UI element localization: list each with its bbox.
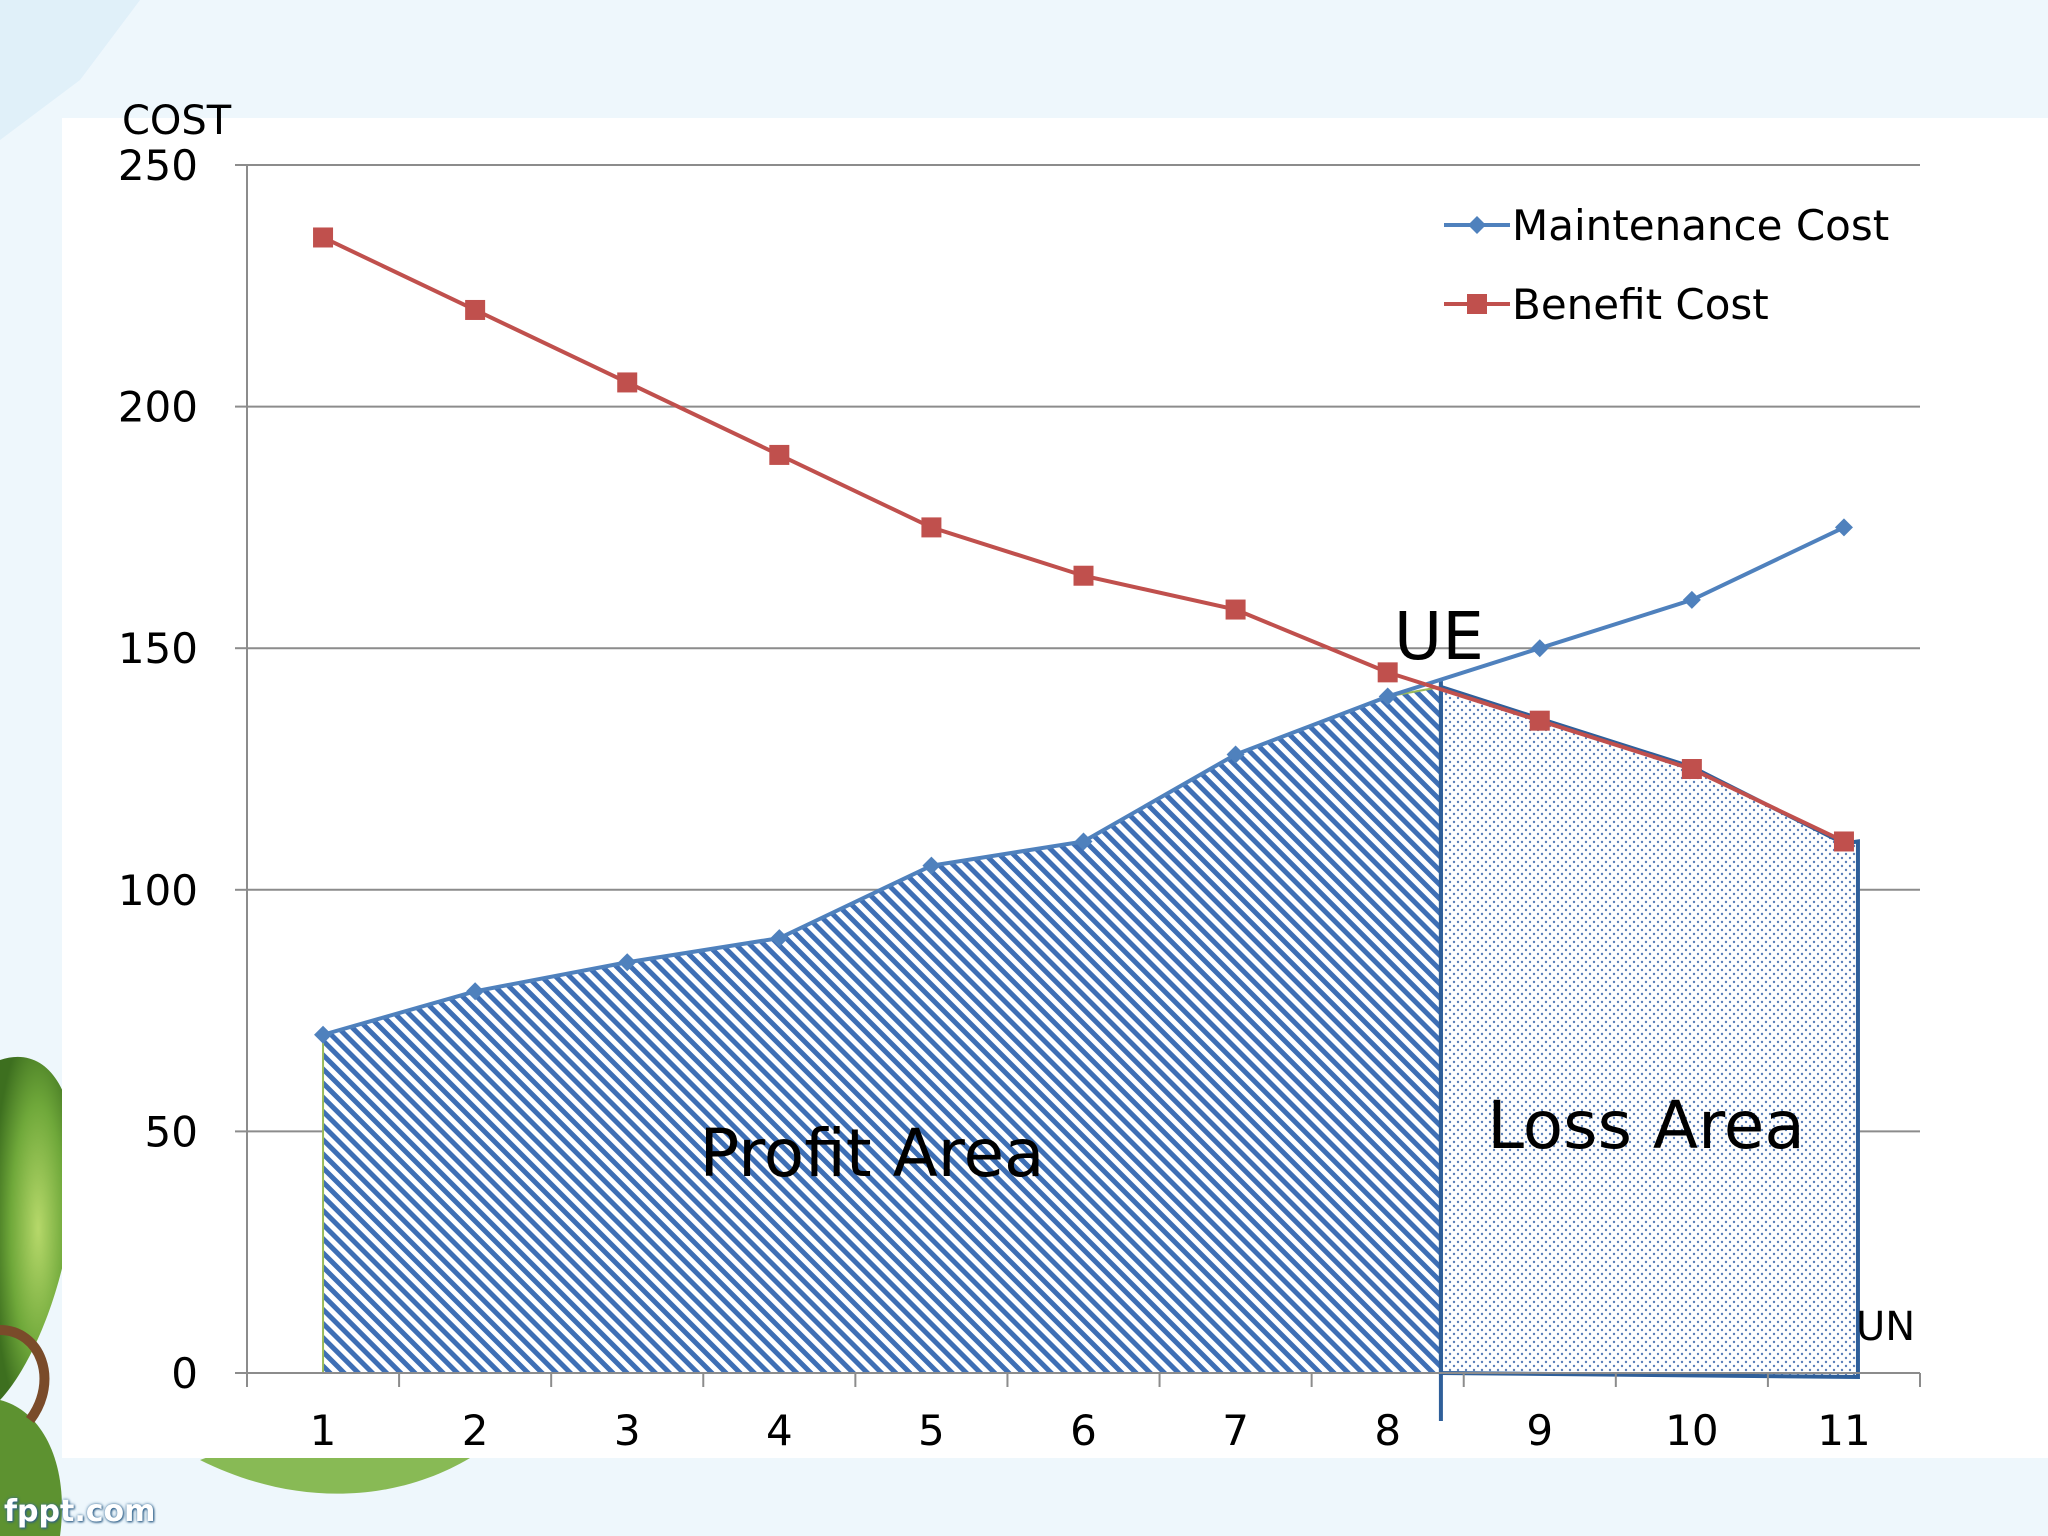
x-tick-label: 10 [1665, 1406, 1718, 1455]
y-tick-label: 200 [118, 383, 198, 432]
benefit-cost-point [313, 227, 334, 248]
maintenance-cost-point [618, 953, 637, 972]
loss-area-shading [1438, 684, 1860, 1380]
un-label: UN [1856, 1304, 1915, 1350]
x-tick-label: 6 [1070, 1406, 1097, 1455]
maintenance-cost-point [922, 856, 941, 875]
y-axis-title: COST [122, 98, 232, 144]
benefit-cost-point [1073, 565, 1094, 586]
benefit-cost-point [465, 299, 486, 320]
y-tick-label: 150 [118, 624, 198, 673]
loss-area-label: Loss Area [1487, 1087, 1805, 1164]
legend-marker-square [1467, 294, 1487, 314]
maintenance-cost-point [1834, 518, 1853, 537]
maintenance-cost-point [466, 982, 485, 1001]
y-tick-label: 250 [118, 141, 198, 190]
benefit-cost-point [1225, 599, 1246, 620]
maintenance-cost-point [1074, 832, 1093, 851]
maintenance-cost-point [1226, 745, 1245, 764]
x-tick-label: 8 [1374, 1406, 1401, 1455]
maintenance-cost-point [1682, 590, 1701, 609]
benefit-cost-point [769, 444, 790, 465]
ue-label: UE [1394, 598, 1484, 675]
maintenance-cost-point [1378, 687, 1397, 706]
profit-area-shading [322, 685, 1442, 1374]
x-tick-label: 11 [1817, 1406, 1870, 1455]
x-tick-label: 7 [1222, 1406, 1249, 1455]
benefit-cost-point [921, 517, 942, 538]
x-tick-label: 2 [462, 1406, 489, 1455]
y-tick-label: 100 [118, 866, 198, 915]
benefit-cost-point [1833, 831, 1854, 852]
benefit-cost-point [617, 372, 638, 393]
maintenance-cost-point [314, 1025, 333, 1044]
y-tick-label: 50 [145, 1107, 198, 1156]
profit-area-label: Profit Area [699, 1115, 1044, 1192]
legend-entry: Benefit Cost [1512, 280, 1769, 329]
x-tick-label: 3 [614, 1406, 641, 1455]
x-tick-label: 4 [766, 1406, 793, 1455]
benefit-cost-point [1529, 710, 1550, 731]
y-tick-label: 0 [171, 1349, 198, 1398]
legend-entry: Maintenance Cost [1512, 201, 1889, 250]
x-tick-label: 5 [918, 1406, 945, 1455]
watermark-logo: fppt.com [4, 1494, 156, 1529]
benefit-cost-point [1681, 759, 1702, 779]
maintenance-cost-point [770, 929, 789, 948]
maintenance-cost-point [1530, 639, 1549, 658]
benefit-cost-point [1377, 662, 1398, 683]
x-tick-label: 1 [310, 1406, 337, 1455]
legend-marker-diamond [1468, 216, 1486, 234]
x-tick-label: 9 [1526, 1406, 1553, 1455]
